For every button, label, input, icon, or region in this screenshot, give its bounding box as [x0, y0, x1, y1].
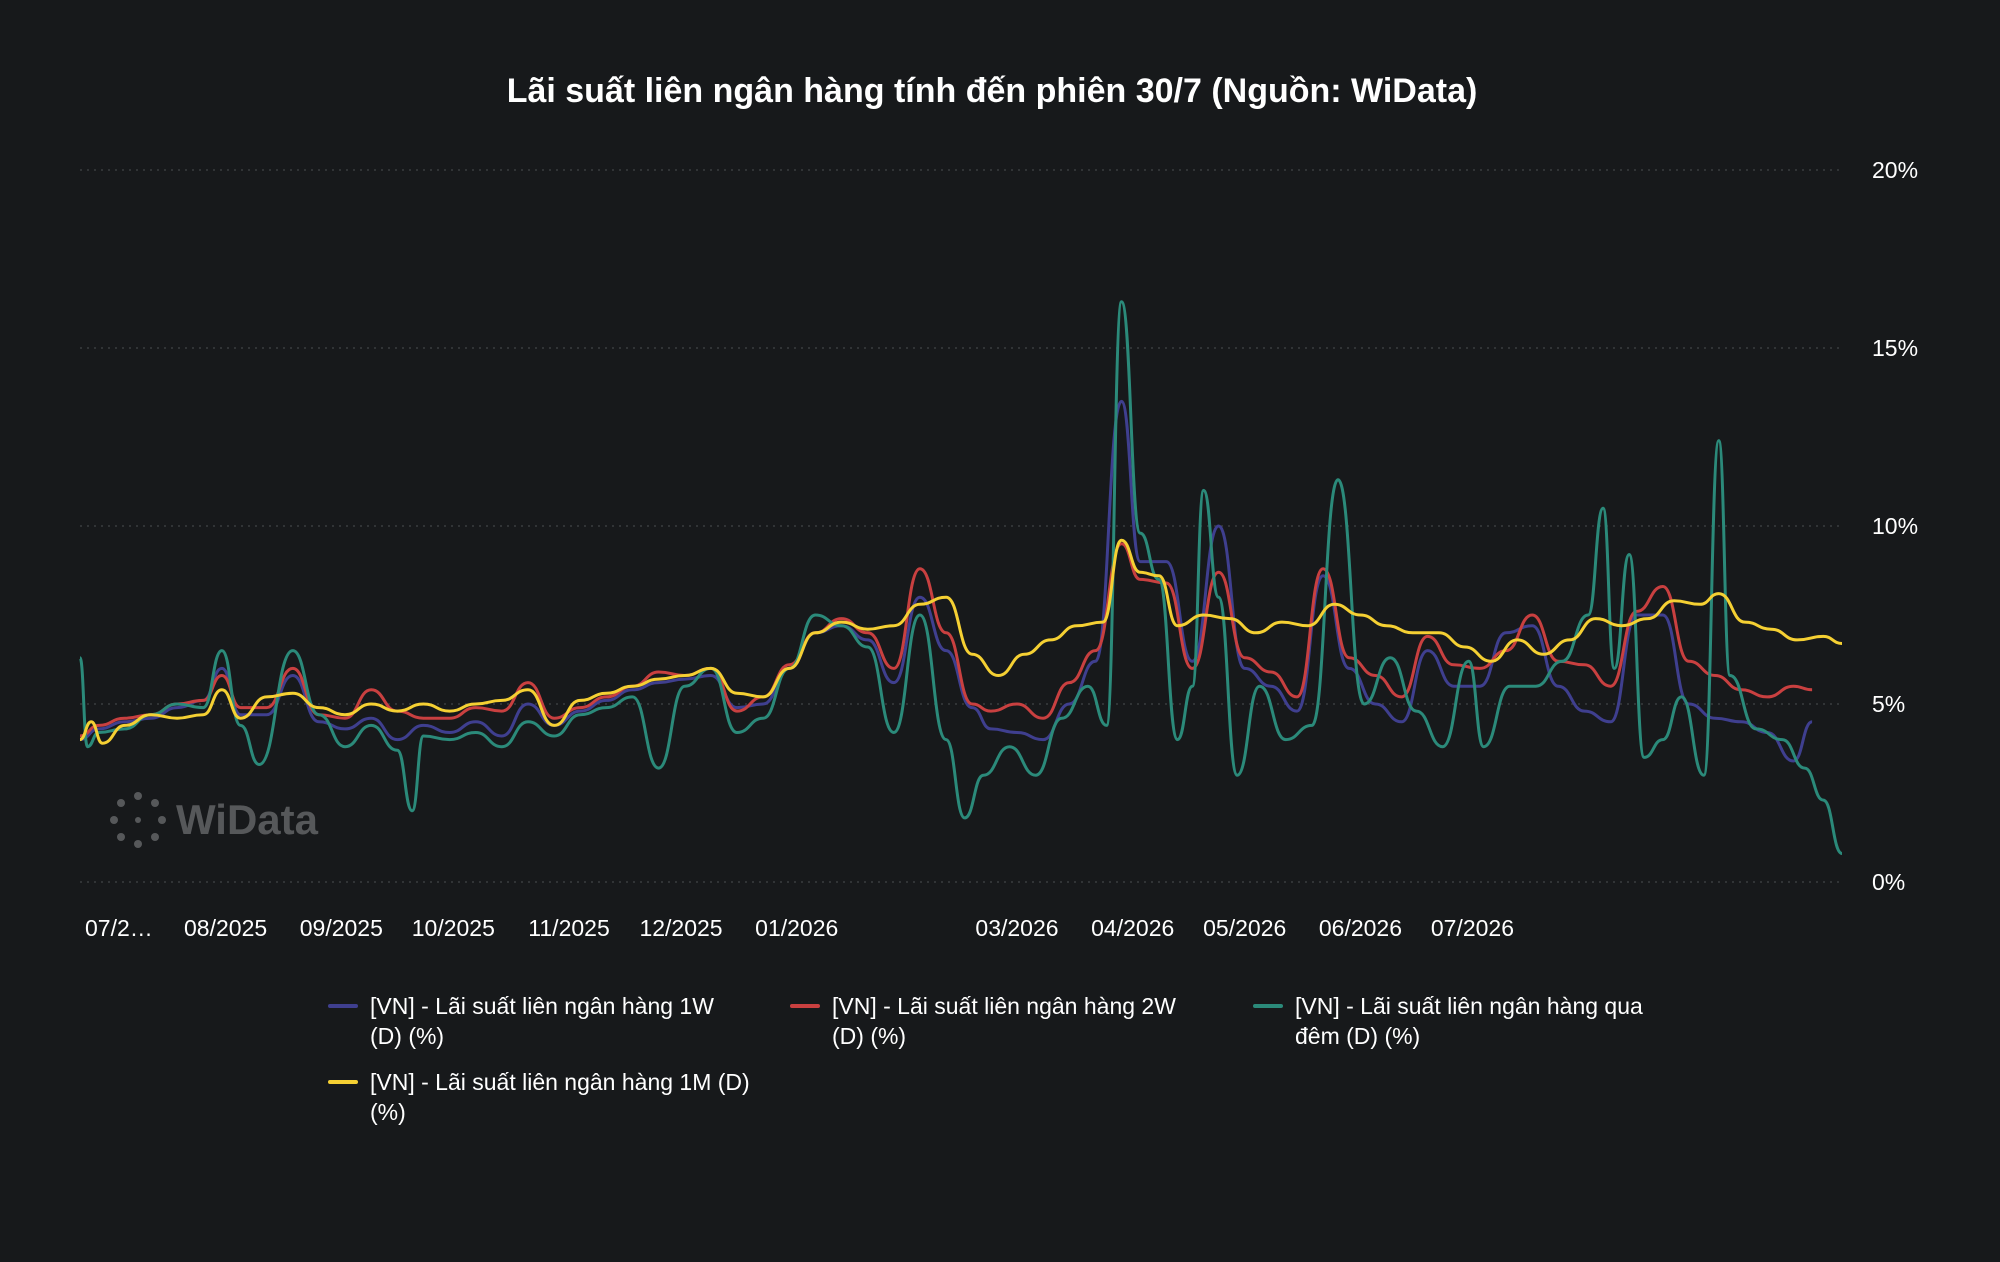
x-axis-ticks: 07/2… 08/2025 09/2025 10/2025 11/2025 12/2025… — [85, 915, 1514, 941]
widata-logo-icon — [110, 792, 166, 848]
x-tick-label: 06/2026 — [1319, 915, 1402, 941]
x-tick-label: 11/2025 — [528, 915, 609, 941]
legend-item-2w[interactable]: [VN] - Lãi suất liên ngân hàng 2W (D) (%… — [790, 991, 1212, 1051]
legend-swatch-overnight — [1253, 1004, 1283, 1008]
x-tick-label: 05/2026 — [1203, 915, 1286, 941]
legend-label-1w: [VN] - Lãi suất liên ngân hàng 1W (D) (%… — [370, 993, 714, 1049]
watermark: WiData — [110, 792, 318, 848]
series-line-overnight — [78, 300, 1843, 855]
x-tick-label: 03/2026 — [975, 915, 1058, 941]
x-tick-label: 10/2025 — [412, 915, 495, 941]
y-tick-label: 20% — [1872, 157, 1918, 183]
x-tick-label: 09/2025 — [300, 915, 383, 941]
x-tick-label: 07/2… — [85, 915, 153, 941]
legend-swatch-2w — [790, 1004, 820, 1008]
legend-item-overnight[interactable]: [VN] - Lãi suất liên ngân hàng qua đêm (… — [1253, 991, 1675, 1051]
x-tick-label: 07/2026 — [1431, 915, 1514, 941]
y-tick-label: 10% — [1872, 513, 1918, 539]
x-tick-label: 04/2026 — [1091, 915, 1174, 941]
y-tick-label: 15% — [1872, 335, 1918, 361]
series-line-1w — [79, 399, 1813, 763]
series-line-1m — [79, 538, 1843, 745]
x-tick-label: 01/2026 — [755, 915, 838, 941]
x-tick-label: 12/2025 — [639, 915, 722, 941]
legend-label-overnight: [VN] - Lãi suất liên ngân hàng qua đêm (… — [1295, 993, 1643, 1049]
y-tick-label: 0% — [1872, 869, 1905, 895]
series-lines — [78, 300, 1843, 855]
y-axis-ticks: 0% 5% 10% 15% 20% — [1872, 157, 1918, 895]
watermark-text: WiData — [176, 796, 318, 843]
legend-item-1m[interactable]: [VN] - Lãi suất liên ngân hàng 1M (D) (%… — [328, 1067, 750, 1127]
legend-swatch-1w — [328, 1004, 358, 1008]
legend-item-1w[interactable]: [VN] - Lãi suất liên ngân hàng 1W (D) (%… — [328, 991, 750, 1051]
chart-title: Lãi suất liên ngân hàng tính đến phiên 3… — [506, 72, 1478, 110]
legend-swatch-1m — [328, 1080, 358, 1084]
gridlines — [80, 169, 1842, 883]
legend-label-2w: [VN] - Lãi suất liên ngân hàng 2W (D) (%… — [832, 993, 1176, 1049]
y-tick-label: 5% — [1872, 691, 1905, 717]
series-line-2w — [79, 542, 1813, 738]
x-tick-label: 08/2025 — [184, 915, 267, 941]
legend-label-1m: [VN] - Lãi suất liên ngân hàng 1M (D) (%… — [370, 1069, 750, 1125]
